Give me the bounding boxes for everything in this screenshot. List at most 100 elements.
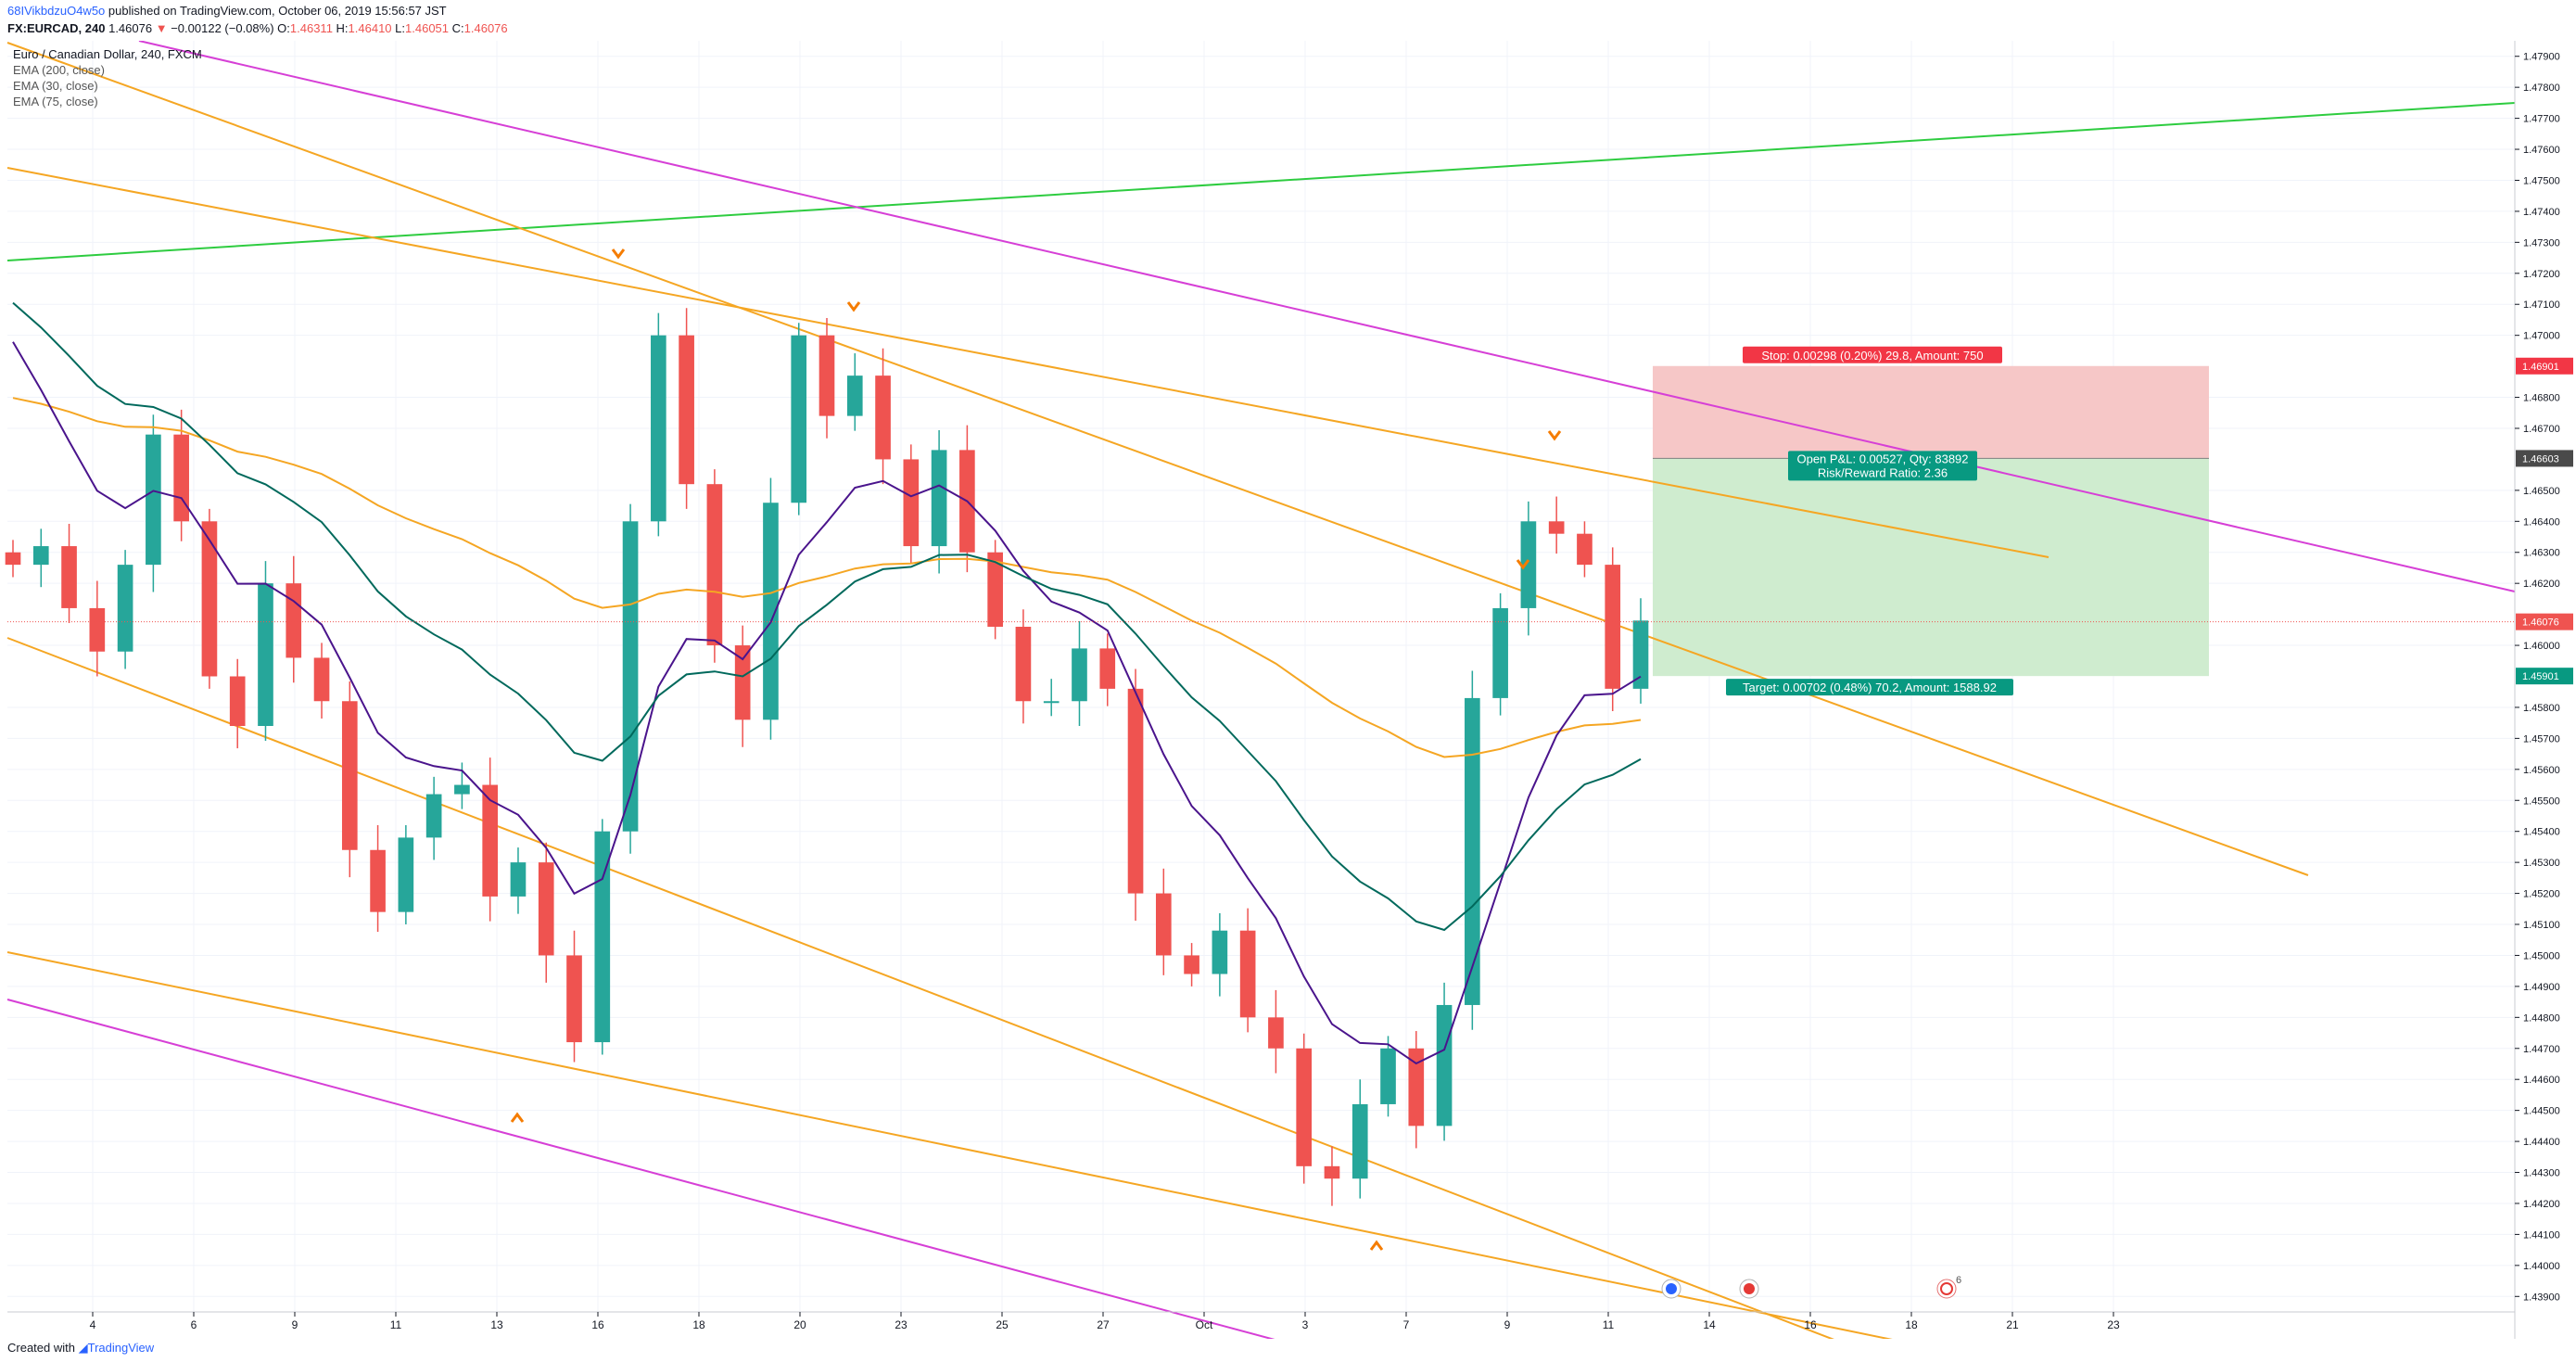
price-tick-label: 1.45400 — [2523, 827, 2560, 838]
candle-body — [791, 335, 807, 503]
price-tick-label: 1.47900 — [2523, 52, 2560, 63]
created-with-text: Created with — [7, 1341, 75, 1355]
price-tick-label: 1.46200 — [2523, 579, 2560, 590]
candle-body — [510, 862, 527, 897]
candle-body — [679, 335, 694, 485]
tradingview-brand[interactable]: TradingView — [87, 1341, 155, 1355]
price-tick-label: 1.47000 — [2523, 331, 2560, 342]
ema-line — [12, 397, 1642, 758]
candle-body — [1577, 533, 1593, 566]
target-label-box[interactable] — [1726, 679, 2013, 696]
orange-descending-line-3[interactable] — [6, 637, 1863, 1339]
price-tick-label: 1.46700 — [2523, 424, 2560, 435]
price-axis[interactable]: 1.47900 1.47800 1.47700 1.47600 1.47500 1.474… — [2514, 41, 2560, 1339]
green-trend-line[interactable] — [6, 102, 2516, 261]
magenta-lower-channel-line[interactable] — [6, 999, 1316, 1339]
time-tick-label: 11 — [1603, 1318, 1615, 1331]
event-icons[interactable]: 6 — [1661, 1275, 1961, 1299]
open-value: 1.46311 — [289, 21, 333, 35]
candle-body — [1436, 1004, 1453, 1127]
candle-body — [1015, 626, 1032, 702]
candle-body — [1212, 930, 1228, 974]
price-tick-label: 1.47300 — [2523, 237, 2560, 248]
price-tick-label: 1.44000 — [2523, 1261, 2560, 1272]
price-tick-label: 1.46300 — [2523, 548, 2560, 559]
close-label: C: — [451, 21, 464, 35]
price-tick-label: 1.44900 — [2523, 982, 2560, 993]
price-tick-label: 1.45100 — [2523, 920, 2560, 931]
candle-body — [173, 434, 189, 522]
candle-body — [286, 583, 302, 658]
candle-body — [1127, 688, 1144, 894]
legend-ema200[interactable]: EMA (200, close) — [13, 63, 105, 77]
candle-body — [1155, 893, 1172, 956]
price-tick-label: 1.45300 — [2523, 858, 2560, 869]
symbol-ohlc: FX:EURCAD, 240 1.46076 ▼ −0.00122 (−0.08… — [7, 21, 508, 35]
trend-lines[interactable] — [6, 41, 2516, 1339]
legend-ema75[interactable]: EMA (75, close) — [13, 95, 98, 108]
chart-pane[interactable] — [7, 41, 2515, 1339]
legend-title: Euro / Canadian Dollar, 240, FXCM — [13, 47, 202, 61]
price-tick-label: 1.45500 — [2523, 796, 2560, 807]
publish-info: 68IVikbdzuO4w5o published on TradingView… — [7, 4, 447, 18]
time-tick-label: 6 — [191, 1318, 197, 1331]
stop-label-box[interactable] — [1743, 346, 2002, 363]
down-arrow-icon — [1516, 559, 1530, 570]
candle-body — [1632, 620, 1649, 689]
price-tick-label: 1.46000 — [2523, 641, 2560, 652]
price-tick-label: 1.44600 — [2523, 1075, 2560, 1086]
time-tick-label: 16 — [1804, 1318, 1817, 1331]
candle-body — [706, 484, 723, 646]
position-zones[interactable] — [1653, 365, 2209, 677]
candle-body — [1072, 648, 1087, 702]
price-badge-entry — [2516, 450, 2573, 467]
candle-body — [258, 583, 273, 727]
last-price: 1.46076 — [108, 21, 153, 35]
candle-body — [875, 376, 891, 460]
target-label: Target: 0.00702 (0.48%) 70.2, Amount: 15… — [1743, 681, 1997, 694]
orange-descending-line-4[interactable] — [6, 951, 1947, 1339]
time-axis[interactable]: 4 6 9 11 13 16 18 20 23 25 27 Oct 3 7 9 11 14 16 18 21 23 — [7, 1311, 2515, 1331]
price-tick-label: 1.47600 — [2523, 145, 2560, 156]
change-down-icon: ▼ — [155, 21, 168, 35]
price-badge-last — [2516, 613, 2573, 630]
candle-body — [818, 335, 835, 416]
pnl-label-box[interactable] — [1788, 451, 1977, 481]
target-zone[interactable] — [1653, 458, 2209, 677]
low-label: L: — [395, 21, 406, 35]
price-tick-label: 1.47500 — [2523, 175, 2560, 186]
stop-zone[interactable] — [1653, 365, 2209, 459]
candle-body — [370, 849, 386, 912]
footer: Created with ◢TradingView — [7, 1341, 154, 1356]
time-tick-label: 4 — [90, 1318, 96, 1331]
position-labels[interactable]: Stop: 0.00298 (0.20%) 29.8, Amount: 750 … — [1726, 346, 2013, 696]
time-tick-label: 18 — [1905, 1318, 1918, 1331]
time-tick-label: 18 — [692, 1318, 705, 1331]
price-tick-label: 1.44300 — [2523, 1168, 2560, 1179]
legend-ema30[interactable]: EMA (30, close) — [13, 79, 98, 93]
publisher-link[interactable]: 68IVikbdzuO4w5o — [7, 4, 106, 18]
high-label: H: — [336, 21, 349, 35]
risk-reward-label: Risk/Reward Ratio: 2.36 — [1818, 465, 1948, 479]
candle-body — [594, 831, 611, 1043]
price-change: −0.00122 (−0.08%) — [171, 21, 274, 35]
price-tick-label: 1.47100 — [2523, 299, 2560, 311]
symbol-label: FX:EURCAD, 240 — [7, 21, 106, 35]
orange-descending-line-1[interactable] — [6, 42, 2309, 876]
candle-body — [622, 521, 639, 832]
orange-descending-line-2[interactable] — [6, 167, 2049, 558]
open-label: O: — [277, 21, 290, 35]
time-tick-label: 27 — [1097, 1318, 1110, 1331]
time-tick-label: 7 — [1403, 1318, 1410, 1331]
time-tick-label: 16 — [591, 1318, 604, 1331]
price-tick-label: 1.44700 — [2523, 1044, 2560, 1055]
time-tick-label: 9 — [1504, 1318, 1511, 1331]
price-tick-label: 1.44800 — [2523, 1012, 2560, 1024]
chart-legend: Euro / Canadian Dollar, 240, FXCM EMA (2… — [13, 47, 202, 108]
price-tick-label: 1.47700 — [2523, 114, 2560, 125]
price-chart[interactable]: Stop: 0.00298 (0.20%) 29.8, Amount: 750 … — [0, 41, 2576, 1339]
candle-body — [1465, 697, 1480, 1005]
magenta-upper-channel-line[interactable] — [138, 41, 2516, 592]
time-tick-label: 23 — [2107, 1318, 2120, 1331]
down-arrow-icon — [846, 301, 861, 312]
